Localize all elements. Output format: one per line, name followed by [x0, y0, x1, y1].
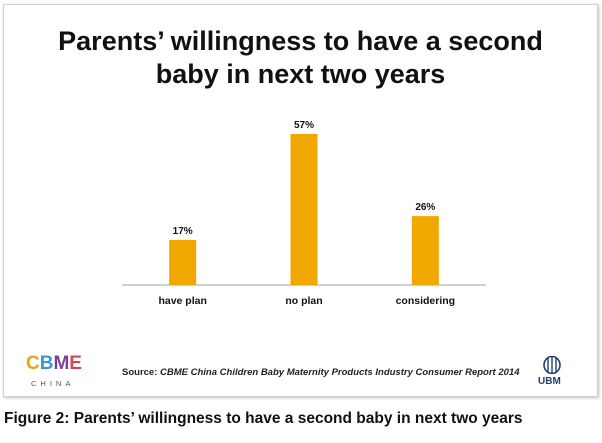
cbme-logo-letters: CBME: [26, 354, 82, 374]
cbme-letter-e: E: [69, 353, 82, 374]
source-label: Source:: [122, 367, 158, 378]
cbme-logo: CBME CHINA: [26, 354, 100, 390]
ubm-logo: UBM: [534, 356, 578, 390]
ubm-logo-text: UBM: [538, 376, 561, 387]
bar-considering: [411, 216, 439, 285]
figure-caption: Figure 2: Parents’ willingness to have a…: [4, 410, 523, 427]
bar-chart: 17% have plan 57% no plan 26% considering: [122, 120, 486, 307]
source-text: CBME China Children Baby Maternity Produ…: [160, 367, 520, 378]
chart-slide: Parents’ willingness to have a second ba…: [3, 4, 598, 397]
x-tick-label-considering: considering: [396, 295, 456, 307]
ubm-emblem-icon: [543, 356, 561, 374]
cbme-letter-b: B: [39, 353, 54, 374]
cbme-letter-m: M: [53, 353, 70, 374]
data-label-considering: 26%: [415, 202, 435, 213]
chart-title: Parents’ willingness to have a second ba…: [4, 25, 597, 91]
cbme-letter-c: C: [26, 353, 40, 374]
bar-no-plan: [290, 133, 318, 285]
chart-title-line-1: Parents’ willingness to have a second: [58, 26, 543, 56]
data-label-have-plan: 17%: [173, 226, 193, 237]
x-tick-label-have-plan: have plan: [158, 295, 206, 307]
bar-have-plan: [169, 239, 197, 285]
data-label-no-plan: 57%: [294, 120, 314, 131]
source-note: Source: CBME China Children Baby Materni…: [122, 367, 520, 378]
x-tick-label-no-plan: no plan: [285, 295, 322, 307]
cbme-logo-subtitle: CHINA: [31, 379, 75, 388]
chart-title-line-2: baby in next two years: [155, 59, 446, 89]
